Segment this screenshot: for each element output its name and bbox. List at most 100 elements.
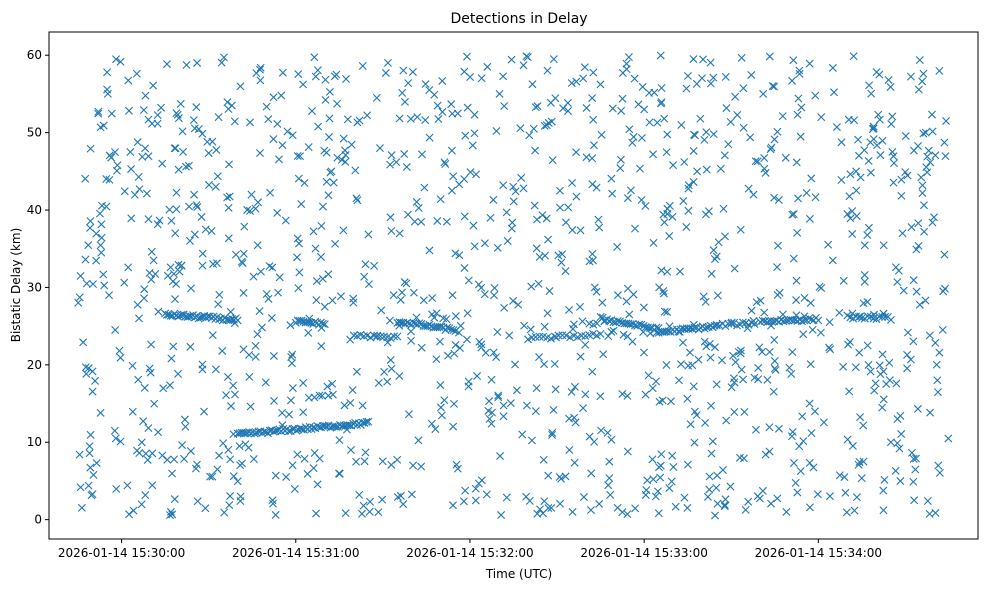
data-point bbox=[282, 472, 291, 481]
data-point bbox=[798, 317, 807, 326]
data-point bbox=[598, 298, 607, 307]
data-point bbox=[243, 205, 252, 214]
data-point bbox=[262, 102, 271, 111]
data-point bbox=[669, 463, 678, 471]
data-point bbox=[668, 212, 677, 221]
data-point bbox=[95, 209, 104, 218]
data-point bbox=[907, 223, 916, 232]
data-point bbox=[141, 491, 150, 500]
data-point bbox=[366, 497, 374, 506]
data-point bbox=[308, 107, 316, 116]
data-point bbox=[879, 506, 888, 515]
data-point bbox=[328, 390, 337, 399]
data-point bbox=[644, 371, 653, 380]
data-point bbox=[512, 386, 521, 395]
data-point bbox=[180, 454, 189, 463]
data-point bbox=[409, 318, 418, 327]
data-point bbox=[586, 506, 595, 515]
data-point bbox=[631, 504, 640, 513]
data-point bbox=[139, 417, 148, 426]
data-point bbox=[678, 338, 687, 347]
data-point bbox=[316, 252, 325, 261]
data-point bbox=[770, 335, 779, 344]
data-point bbox=[857, 314, 866, 323]
data-point bbox=[918, 181, 927, 190]
data-point bbox=[581, 390, 590, 399]
data-point bbox=[654, 509, 663, 518]
data-point bbox=[312, 277, 321, 286]
data-point bbox=[185, 202, 194, 211]
data-point bbox=[112, 55, 121, 64]
data-point bbox=[854, 460, 863, 469]
data-point bbox=[626, 320, 635, 329]
data-point bbox=[548, 430, 557, 439]
data-point bbox=[463, 52, 472, 61]
data-point bbox=[485, 397, 494, 406]
data-point bbox=[559, 104, 568, 113]
data-point bbox=[77, 503, 86, 512]
data-point bbox=[766, 145, 775, 154]
data-point bbox=[655, 463, 664, 472]
data-point bbox=[603, 428, 612, 437]
data-point bbox=[353, 118, 362, 127]
data-point bbox=[212, 259, 221, 268]
data-point bbox=[527, 282, 536, 291]
data-point bbox=[74, 298, 83, 307]
data-point bbox=[158, 159, 167, 168]
data-point bbox=[864, 223, 873, 232]
data-point bbox=[105, 151, 114, 160]
data-point bbox=[879, 395, 888, 404]
data-point bbox=[167, 216, 176, 225]
data-point bbox=[141, 449, 150, 458]
data-point bbox=[622, 297, 631, 306]
data-point bbox=[795, 66, 804, 75]
data-point bbox=[507, 224, 516, 233]
data-point bbox=[277, 91, 286, 100]
data-point bbox=[438, 107, 447, 116]
data-point bbox=[275, 155, 283, 164]
data-point bbox=[684, 206, 693, 215]
data-point bbox=[551, 94, 560, 103]
data-point bbox=[940, 250, 949, 259]
data-point bbox=[799, 437, 808, 446]
data-point bbox=[726, 118, 735, 126]
data-point bbox=[460, 263, 469, 272]
data-point bbox=[412, 313, 421, 322]
data-point bbox=[499, 401, 508, 410]
data-point bbox=[550, 359, 559, 368]
data-point bbox=[204, 180, 213, 189]
data-point bbox=[311, 244, 320, 253]
data-point bbox=[231, 250, 240, 259]
data-point bbox=[140, 383, 149, 392]
data-point bbox=[544, 235, 553, 244]
data-point bbox=[256, 267, 265, 276]
data-point bbox=[705, 339, 714, 348]
data-point bbox=[613, 291, 622, 300]
data-point bbox=[760, 154, 769, 162]
data-point bbox=[567, 79, 576, 88]
data-point bbox=[400, 150, 409, 159]
data-point bbox=[909, 146, 918, 155]
data-point bbox=[933, 376, 942, 385]
data-point bbox=[677, 121, 686, 129]
y-tick-label: 50 bbox=[27, 126, 42, 140]
data-point bbox=[252, 69, 261, 78]
data-point bbox=[657, 84, 666, 92]
data-point bbox=[225, 160, 233, 169]
data-point bbox=[795, 69, 804, 78]
data-point bbox=[358, 401, 367, 410]
data-point bbox=[271, 471, 280, 480]
data-point bbox=[815, 282, 824, 291]
data-point bbox=[288, 131, 297, 140]
data-point bbox=[548, 156, 557, 165]
data-point bbox=[588, 249, 597, 258]
data-point bbox=[712, 380, 721, 389]
data-point bbox=[363, 111, 372, 120]
data-point bbox=[143, 455, 152, 464]
data-point bbox=[548, 428, 557, 437]
data-point bbox=[554, 251, 563, 260]
data-point bbox=[409, 288, 418, 297]
data-point bbox=[718, 356, 727, 365]
data-point bbox=[792, 296, 801, 305]
data-point bbox=[134, 375, 143, 384]
